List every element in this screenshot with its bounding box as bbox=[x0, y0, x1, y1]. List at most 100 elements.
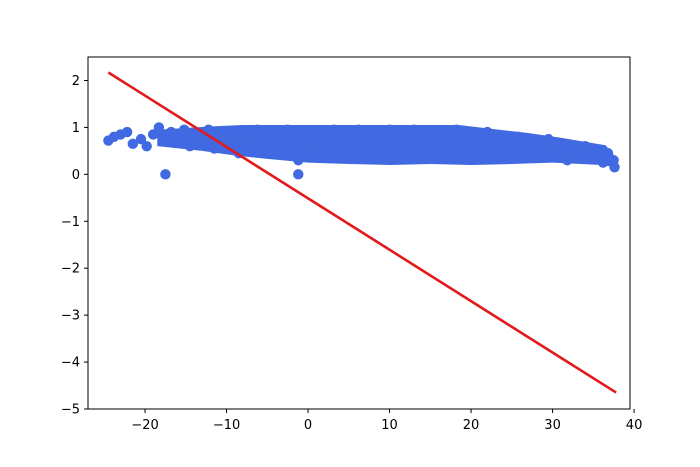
scatter-point bbox=[298, 140, 310, 152]
scatter-point bbox=[148, 129, 159, 140]
scatter-point bbox=[415, 150, 426, 161]
scatter-point bbox=[433, 126, 444, 138]
scatter-point bbox=[396, 131, 407, 142]
scatter-point bbox=[353, 124, 364, 135]
scatter-point bbox=[160, 169, 171, 180]
x-tick-label: 40 bbox=[626, 418, 643, 433]
scatter-point bbox=[135, 133, 147, 145]
scatter-point bbox=[203, 124, 214, 135]
scatter-point bbox=[328, 124, 340, 135]
y-tick-label: 1 bbox=[72, 121, 80, 136]
scatter-point bbox=[165, 126, 177, 138]
y-tick-label: 2 bbox=[72, 74, 80, 89]
scatter-point bbox=[276, 143, 288, 154]
x-tick-label: −10 bbox=[213, 418, 240, 433]
scatter-point bbox=[263, 148, 275, 159]
scatter-point bbox=[500, 152, 511, 164]
scatter-point bbox=[408, 124, 420, 135]
scatter-point bbox=[555, 140, 566, 152]
scatter-point bbox=[421, 133, 432, 145]
scatter-point bbox=[579, 140, 591, 152]
scatter-point bbox=[592, 145, 603, 157]
scatter-point bbox=[178, 124, 190, 135]
scatter-point bbox=[482, 126, 493, 138]
scatter-point bbox=[506, 140, 518, 152]
scatter-point bbox=[359, 140, 371, 152]
scatter-point bbox=[347, 150, 359, 161]
scatter-point bbox=[293, 169, 304, 180]
scatter-point bbox=[372, 152, 383, 164]
scatter-point bbox=[366, 129, 377, 140]
scatter-point bbox=[513, 131, 524, 142]
scatter-point bbox=[160, 136, 171, 147]
y-tick-label: −5 bbox=[61, 403, 80, 418]
regression-line bbox=[107, 71, 617, 394]
x-tick-label: 30 bbox=[544, 418, 561, 433]
scatter-point bbox=[597, 157, 609, 168]
y-tick-label: −2 bbox=[61, 262, 80, 277]
scatter-point bbox=[127, 138, 139, 150]
x-tick-label: 10 bbox=[381, 418, 398, 433]
scatter-point bbox=[531, 152, 542, 164]
scatter-point bbox=[341, 131, 353, 142]
x-tick-label: 0 bbox=[304, 418, 312, 433]
scatter-point bbox=[451, 124, 462, 135]
scatter-point bbox=[609, 162, 620, 173]
scatter-point bbox=[293, 155, 304, 166]
y-tick-label: 0 bbox=[72, 168, 80, 183]
y-tick-label: −4 bbox=[61, 356, 80, 371]
x-tick-label: 20 bbox=[463, 418, 480, 433]
scatter-point bbox=[445, 136, 456, 147]
scatter-point bbox=[457, 145, 469, 157]
x-tick-label: −20 bbox=[131, 418, 158, 433]
scatter-point bbox=[602, 148, 614, 159]
scatter-point bbox=[335, 143, 346, 154]
scatter-point bbox=[475, 138, 487, 150]
scatter-point bbox=[153, 122, 165, 133]
scatter-point bbox=[141, 140, 152, 152]
scatter-point bbox=[537, 143, 548, 154]
scatter-point bbox=[245, 145, 257, 157]
scatter-point bbox=[524, 136, 535, 147]
scatter-point bbox=[311, 148, 322, 159]
scatter-point bbox=[317, 133, 328, 145]
scatter-point bbox=[252, 124, 263, 135]
scatter-point bbox=[209, 143, 220, 154]
scatter-point bbox=[494, 133, 505, 145]
scatter-point bbox=[562, 155, 573, 166]
scatter-point bbox=[390, 148, 402, 159]
scatter-point bbox=[518, 148, 530, 159]
scatter-point bbox=[586, 152, 597, 164]
scatter-point bbox=[282, 124, 293, 135]
scatter-point bbox=[377, 136, 389, 147]
scatter-point bbox=[121, 126, 133, 138]
scatter-point bbox=[258, 138, 269, 150]
axes-frame bbox=[87, 56, 631, 410]
scatter-point bbox=[573, 148, 584, 159]
scatter-point bbox=[221, 126, 232, 138]
scatter-point bbox=[464, 131, 475, 142]
scatter-point bbox=[488, 148, 500, 159]
scatter-point bbox=[172, 133, 183, 145]
plot-area bbox=[103, 71, 620, 394]
scatter-point bbox=[402, 143, 413, 154]
scatter-point bbox=[288, 136, 299, 147]
scatter-point bbox=[196, 133, 208, 145]
x-axis: −20 −10 0 10 20 30 40 bbox=[131, 409, 642, 433]
scatter-point bbox=[184, 140, 196, 152]
scatter-point bbox=[270, 129, 281, 140]
scatter-point bbox=[439, 152, 451, 164]
scatter-point bbox=[543, 133, 554, 145]
scatter-point bbox=[323, 152, 334, 164]
y-axis: 2 1 0 −1 −2 −3 −4 −5 bbox=[61, 74, 88, 418]
scatter-point bbox=[426, 140, 438, 152]
scatter-point bbox=[469, 150, 481, 161]
scatter-point bbox=[549, 150, 560, 161]
y-tick-label: −1 bbox=[61, 215, 80, 230]
y-tick-label: −3 bbox=[61, 309, 80, 324]
scatter-point bbox=[304, 126, 315, 138]
scatter-point bbox=[384, 124, 395, 135]
scatter-point bbox=[239, 131, 250, 142]
